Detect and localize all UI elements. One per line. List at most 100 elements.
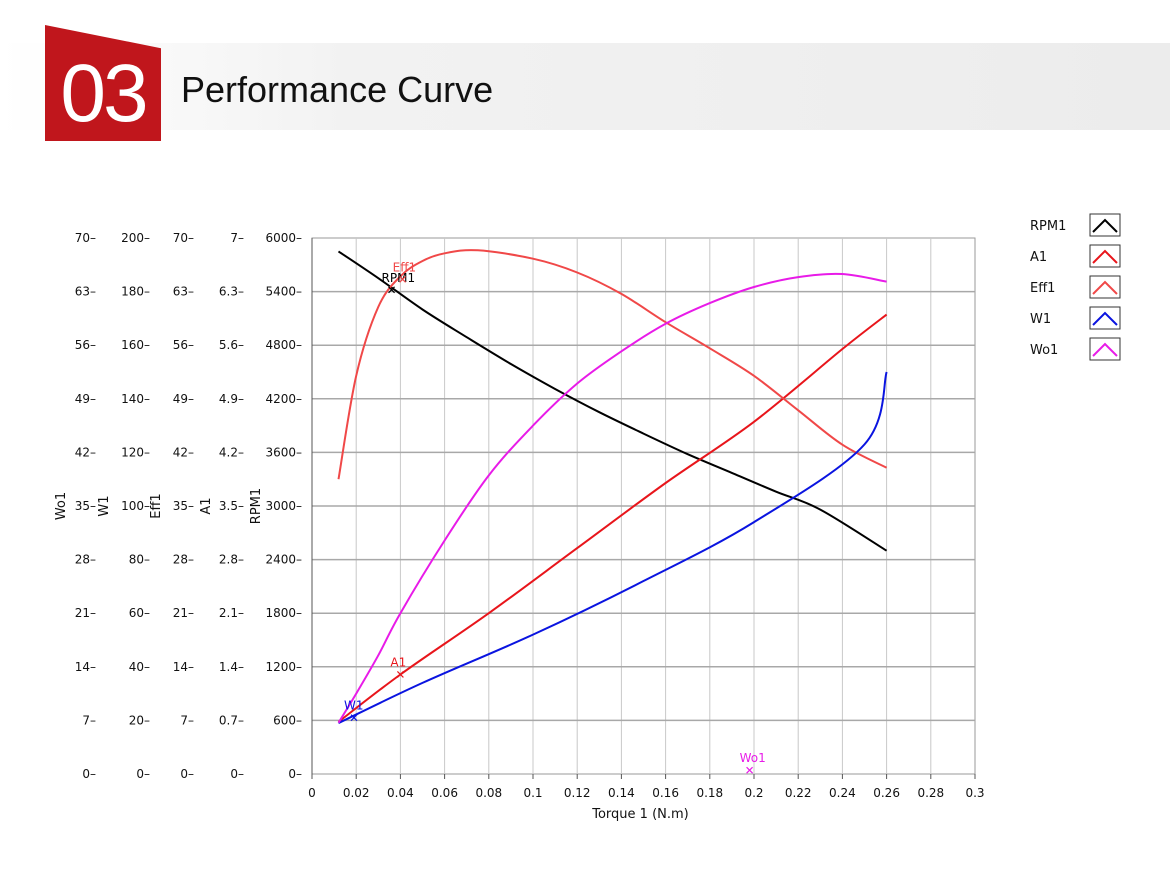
y-axis-label-w1: W1 — [97, 495, 112, 516]
legend[interactable]: RPM1 A1 Eff1 W1 Wo1 — [1030, 213, 1121, 361]
x-tick-label: 0.16 — [652, 786, 679, 800]
y-tick-label-wo1: 56– — [75, 338, 96, 352]
y-tick-label-eff1: 63– — [173, 285, 194, 299]
page-title: Performance Curve — [181, 69, 494, 110]
y-tick-label-a1: 1.4– — [219, 660, 244, 674]
cursor-mark-rpm1 — [388, 286, 395, 294]
y-tick-label-rpm1: 4200– — [265, 392, 302, 406]
y-tick-label-a1: 0.7– — [219, 713, 244, 727]
y-tick-label-wo1: 28– — [75, 553, 96, 567]
y-tick-label-rpm1: 2400– — [265, 553, 302, 567]
y-tick-label-rpm1: 600– — [273, 713, 302, 727]
y-tick-label-rpm1: 3000– — [265, 499, 302, 513]
y-tick-label-w1: 40– — [129, 660, 150, 674]
cursor-mark-eff1 — [399, 275, 407, 283]
y-tick-label-eff1: 7– — [180, 713, 194, 727]
x-tick-label: 0.12 — [564, 786, 591, 800]
y-tick-label-a1: 2.1– — [219, 606, 244, 620]
legend-label-w1: W1 — [1030, 312, 1051, 327]
y-tick-label-a1: 5.6– — [219, 338, 244, 352]
chart-grid — [311, 237, 976, 775]
y-tick-label-rpm1: 1800– — [265, 606, 302, 620]
x-tick-label: 0.08 — [475, 786, 502, 800]
y-tick-label-wo1: 42– — [75, 445, 96, 459]
y-tick-label-wo1: 7– — [82, 713, 96, 727]
series-lines — [337, 249, 888, 725]
x-tick-label: 0.18 — [696, 786, 723, 800]
cursor-label-eff1: Eff1 — [393, 260, 416, 274]
series-line-wo1 — [337, 272, 887, 724]
x-tick-label: 0.3 — [965, 786, 984, 800]
x-tick-label: 0.06 — [431, 786, 458, 800]
series-line-rpm1 — [337, 250, 888, 552]
x-tick-label: 0.22 — [785, 786, 812, 800]
y-tick-label-w1: 160– — [121, 338, 150, 352]
legend-label-wo1: Wo1 — [1030, 343, 1058, 358]
x-tick-label: 0.24 — [829, 786, 856, 800]
legend-swatch-a1 — [1092, 249, 1118, 264]
y-tick-label-wo1: 0– — [82, 767, 96, 781]
legend-swatch-wo1 — [1092, 342, 1118, 357]
y-tick-label-w1: 100– — [121, 499, 150, 513]
y-tick-label-eff1: 35– — [173, 499, 194, 513]
y-tick-label-eff1: 70– — [173, 231, 194, 245]
legend-swatch-box — [1089, 244, 1121, 268]
series-line-w1 — [338, 371, 888, 725]
y-tick-label-eff1: 14– — [173, 660, 194, 674]
y-tick-label-a1: 4.2– — [219, 445, 244, 459]
cursor-label-rpm1: RPM1 — [382, 271, 416, 285]
y-tick-label-w1: 200– — [121, 231, 150, 245]
cursor-mark-w1 — [350, 714, 358, 722]
y-tick-label-wo1: 70– — [75, 231, 96, 245]
legend-swatch-eff1 — [1092, 280, 1118, 295]
legend-swatch-w1 — [1092, 311, 1118, 326]
x-tick-label: 0.1 — [523, 786, 542, 800]
y-axis-label-rpm1: RPM1 — [249, 488, 264, 524]
legend-swatch-box — [1089, 275, 1121, 299]
y-tick-label-w1: 20– — [129, 713, 150, 727]
cursor-label-w1: W1 — [344, 699, 364, 713]
legend-label-rpm1: RPM1 — [1030, 219, 1066, 234]
y-tick-label-rpm1: 0– — [288, 767, 302, 781]
legend-label-a1: A1 — [1030, 250, 1047, 265]
x-tick-label: 0.2 — [744, 786, 763, 800]
y-tick-label-eff1: 49– — [173, 392, 194, 406]
y-axis-label-eff1: Eff1 — [149, 493, 164, 518]
series-line-eff1 — [337, 249, 888, 480]
y-tick-label-wo1: 14– — [75, 660, 96, 674]
y-tick-label-w1: 80– — [129, 553, 150, 567]
y-axis-label-wo1: Wo1 — [54, 492, 69, 520]
y-tick-label-w1: 0– — [136, 767, 150, 781]
legend-swatch-box — [1089, 337, 1121, 361]
y-tick-label-rpm1: 5400– — [265, 285, 302, 299]
series-line-a1 — [337, 313, 888, 723]
y-tick-label-w1: 120– — [121, 445, 150, 459]
y-tick-label-a1: 6.3– — [219, 285, 244, 299]
y-tick-label-rpm1: 1200– — [265, 660, 302, 674]
y-tick-label-rpm1: 3600– — [265, 445, 302, 459]
x-tick-label: 0.04 — [387, 786, 414, 800]
x-tick-label: 0.26 — [873, 786, 900, 800]
y-tick-label-w1: 180– — [121, 285, 150, 299]
section-number: 03 — [60, 48, 148, 139]
y-tick-label-a1: 7– — [230, 231, 244, 245]
y-tick-label-a1: 4.9– — [219, 392, 244, 406]
x-axis: 0 0.02 0.04 0.06 0.08 0.1 0.12 0.14 0.16 0.18 0.2 0… — [308, 774, 985, 822]
legend-swatch-box — [1089, 213, 1121, 237]
y-tick-label-eff1: 0– — [180, 767, 194, 781]
y-tick-label-a1: 3.5– — [219, 499, 244, 513]
y-tick-label-a1: 2.8– — [219, 553, 244, 567]
y-tick-label-wo1: 35– — [75, 499, 96, 513]
y-tick-label-eff1: 42– — [173, 445, 194, 459]
y-tick-label-rpm1: 4800– — [265, 338, 302, 352]
x-tick-label: 0.28 — [917, 786, 944, 800]
x-axis-label: Torque 1 (N.m) — [591, 807, 689, 822]
y-axis-label-a1: A1 — [199, 497, 214, 514]
y-tick-label-wo1: 63– — [75, 285, 96, 299]
y-tick-label-w1: 140– — [121, 392, 150, 406]
legend-label-eff1: Eff1 — [1030, 281, 1055, 296]
x-tick-label: 0 — [308, 786, 316, 800]
y-axes: 0– 7– 14– 21– 28– 35– 42– 49– 56– 63– 70– Wo1 0– 20– 4… — [54, 231, 302, 781]
